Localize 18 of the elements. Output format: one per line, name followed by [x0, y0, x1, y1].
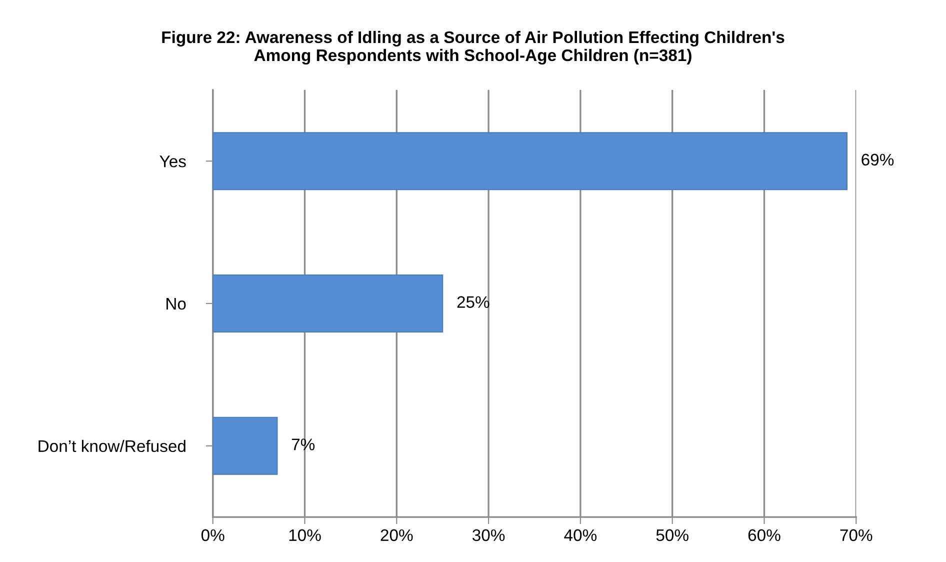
x-tick-label: 30% — [472, 529, 505, 542]
data-label: 7% — [292, 438, 315, 450]
x-tick-label: 20% — [380, 529, 413, 542]
bar — [212, 132, 848, 190]
bar — [212, 274, 444, 333]
data-label: 69% — [862, 154, 894, 166]
x-tick-label: 40% — [564, 529, 597, 542]
y-tick-label: Don’t know/Refused — [38, 440, 186, 452]
y-tick-label: No — [166, 298, 186, 310]
x-tick-label: 70% — [840, 529, 872, 542]
x-tick-label: 50% — [656, 529, 688, 542]
data-label: 25% — [457, 296, 490, 308]
x-tick-label: 10% — [289, 529, 321, 542]
chart-title: Figure 22: Awareness of Idling as a Source of Air Pollution Effecting Children's Among Respondents with School-Age Children (n=381) — [162, 30, 784, 65]
y-tick-label: Yes — [160, 156, 186, 168]
x-tick-label: 60% — [748, 529, 780, 542]
bar — [212, 416, 278, 475]
x-tick-label: 0% — [201, 529, 224, 542]
